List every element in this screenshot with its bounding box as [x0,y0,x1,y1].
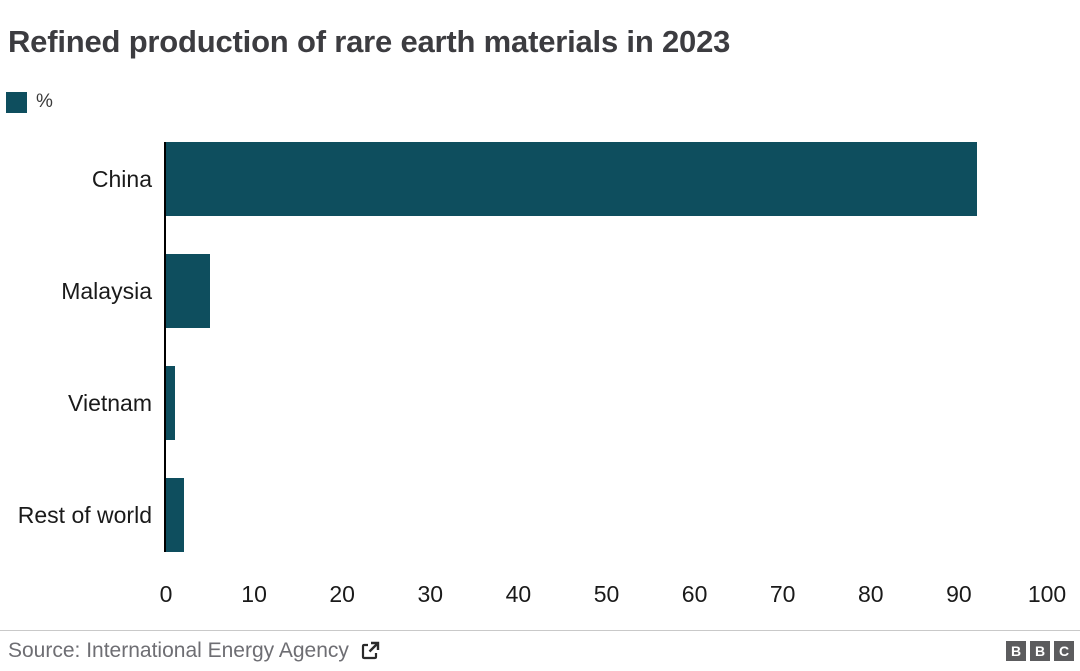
category-label: China [91,165,152,192]
x-tick-label: 0 [159,581,173,607]
row-plot-area [164,142,1047,216]
chart-row: Malaysia [0,235,1080,347]
x-tick-label: 20 [329,581,355,607]
x-tick-label: 10 [241,581,267,607]
bar-chart: China Malaysia Vietnam Rest of world 0 10 20 3… [0,123,1080,615]
chart-title: Refined production of rare earth materia… [8,24,731,59]
x-tick-label: 90 [946,581,972,607]
logo-block-b: B [1030,641,1050,661]
external-link-icon[interactable] [359,640,381,662]
x-tick-label: 30 [417,581,444,607]
x-tick-label: 80 [858,581,884,607]
source-line: Source: International Energy Agency [8,639,381,663]
chart-rows: China Malaysia Vietnam Rest of world [0,123,1080,571]
y-axis-line [164,142,166,552]
legend-label: % [36,91,53,112]
x-tick-label: 70 [769,581,796,607]
bar-china [166,142,977,216]
bar-vietnam [166,366,175,440]
bar-rest-of-world [166,478,184,552]
category-label: Vietnam [68,389,152,416]
logo-block-b: B [1006,641,1026,661]
x-tick-label: 40 [505,581,532,607]
x-tick-label: 50 [593,581,620,607]
category-label: Rest of world [17,501,152,528]
row-plot-area [164,254,1047,328]
x-tick-label: 100 [1027,581,1067,607]
x-axis-ticks: 0 10 20 30 40 50 60 70 80 90 100 [160,571,1067,615]
chart-row: Vietnam [0,347,1080,459]
legend: % [6,91,1080,113]
chart-row: Rest of world [0,459,1080,571]
logo-block-c: C [1054,641,1074,661]
legend-swatch [6,91,27,113]
bar-malaysia [166,254,211,328]
chart-row: China [0,123,1080,235]
row-plot-area [164,366,1047,440]
x-tick-label: 60 [681,581,708,607]
category-label: Malaysia [61,277,152,304]
source-text: Source: International Energy Agency [8,639,349,662]
row-plot-area [164,478,1047,552]
